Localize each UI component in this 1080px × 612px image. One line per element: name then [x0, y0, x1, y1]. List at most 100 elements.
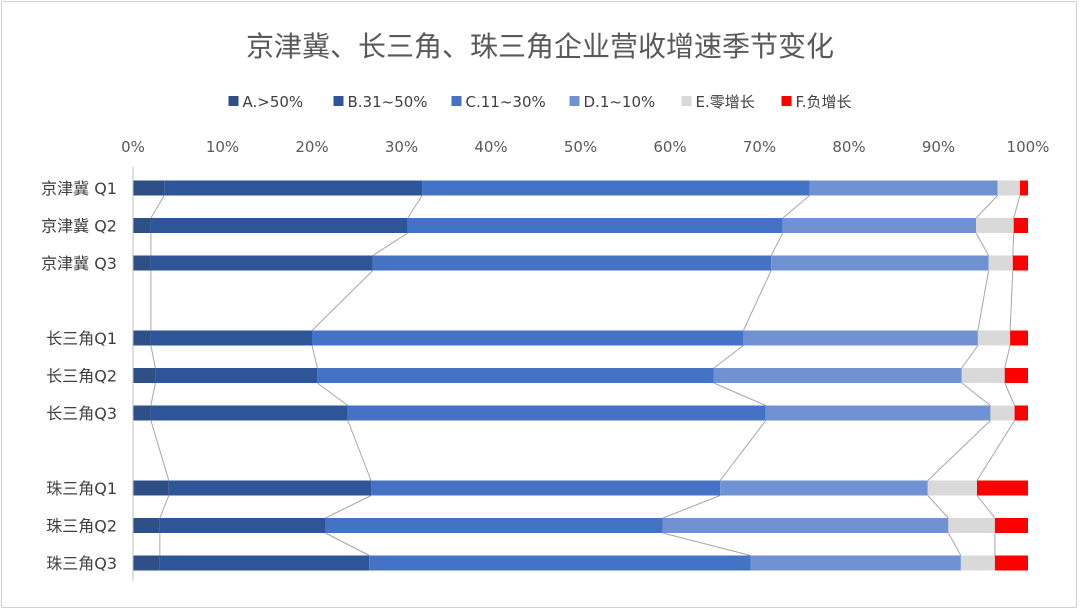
- bar-segment-2-5: [1012, 255, 1028, 271]
- category-label-0: 京津冀 Q1: [41, 179, 117, 198]
- legend-item-2: C.11~30%: [451, 93, 546, 111]
- series-line-1-1: [372, 232, 409, 256]
- bar-segment-6-1: [168, 480, 372, 496]
- legend-label-3: D.1~10%: [584, 93, 656, 111]
- series-line-4-2: [1009, 270, 1014, 331]
- legend-label-0: A.>50%: [243, 93, 304, 111]
- series-line-1-0: [407, 195, 423, 219]
- bar-segment-8-3: [750, 555, 961, 571]
- bar-segment-5-5: [1014, 405, 1028, 421]
- series-line-2-3: [713, 345, 744, 369]
- legend-item-5: F.负增长: [781, 93, 852, 111]
- category-label-6: 珠三角Q1: [46, 479, 117, 498]
- series-line-3-3: [961, 345, 979, 369]
- category-label-7: 珠三角Q2: [46, 517, 117, 536]
- series-line-3-6: [927, 495, 949, 519]
- series-connector-lines: [150, 195, 1021, 556]
- bar-segment-0-4: [997, 180, 1020, 196]
- series-line-4-3: [1004, 345, 1011, 369]
- series-line-2-4: [713, 382, 766, 406]
- category-label-3: 长三角Q1: [46, 329, 117, 348]
- category-label-1: 京津冀 Q2: [41, 217, 117, 236]
- bar-segment-0-5: [1019, 180, 1028, 196]
- bar-segment-3-0: [133, 330, 151, 346]
- category-labels: 京津冀 Q1 京津冀 Q2 京津冀 Q3 长三角Q1 长三角Q2 长三角Q3 珠三角Q1 珠三…: [41, 179, 117, 573]
- bar-segment-2-0: [133, 255, 151, 271]
- bar-segment-6-2: [371, 480, 721, 496]
- series-line-0-3: [150, 345, 156, 369]
- series-line-0-6: [159, 495, 170, 519]
- bar-segment-6-5: [976, 480, 1028, 496]
- legend-item-0: A.>50%: [228, 93, 304, 111]
- chart-title: 京津冀、长三角、珠三角企业营收增速季节变化: [246, 30, 834, 63]
- bar-segment-4-1: [155, 368, 318, 383]
- bar-segment-4-4: [961, 368, 1005, 383]
- bar-segment-5-1: [150, 405, 348, 421]
- bar-segment-4-5: [1004, 368, 1028, 383]
- series-line-1-2: [311, 270, 374, 331]
- bar-segment-3-1: [150, 330, 312, 346]
- legend-label-5: F.负增长: [796, 93, 852, 111]
- x-tick-label-2: 20%: [295, 138, 328, 156]
- series-line-1-5: [347, 420, 372, 481]
- bar-segment-0-0: [133, 180, 165, 196]
- bar-segment-6-4: [927, 480, 977, 496]
- legend-item-1: B.31~50%: [333, 93, 428, 111]
- bar-segment-1-5: [1013, 218, 1028, 233]
- bar-segment-2-2: [372, 255, 772, 271]
- legend-label-4: E.零增长: [696, 93, 755, 111]
- bar-segment-8-5: [994, 555, 1028, 571]
- series-line-1-3: [311, 345, 318, 369]
- legend-swatch-0: [228, 96, 239, 106]
- legend-swatch-4: [681, 96, 692, 106]
- series-line-0-5: [150, 420, 170, 481]
- bar-segment-5-0: [133, 405, 151, 421]
- bar-segment-4-2: [317, 368, 714, 383]
- bar-segment-7-5: [994, 518, 1028, 533]
- bar-segment-3-5: [1010, 330, 1028, 346]
- x-tick-label-7: 70%: [743, 138, 776, 156]
- series-line-0-4: [150, 382, 156, 406]
- bar-segment-7-4: [948, 518, 995, 533]
- bar-segment-1-4: [976, 218, 1014, 233]
- series-line-3-0: [975, 195, 998, 219]
- bar-segment-1-2: [407, 218, 783, 233]
- x-tick-label-10: 100%: [1007, 138, 1050, 156]
- legend-swatch-3: [569, 96, 580, 106]
- bar-segment-1-3: [782, 218, 977, 233]
- x-axis-tick-labels: 0% 10% 20% 30% 40% 50% 60% 70% 80% 90% 100%: [121, 138, 1049, 156]
- bar-segment-5-4: [990, 405, 1015, 421]
- legend-swatch-5: [781, 96, 792, 106]
- x-tick-label-8: 80%: [832, 138, 865, 156]
- series-line-4-1: [1012, 232, 1015, 256]
- bar-segment-8-2: [369, 555, 751, 571]
- series-line-2-1: [770, 232, 784, 256]
- series-line-2-0: [782, 195, 810, 219]
- series-line-3-2: [977, 270, 990, 331]
- series-line-0-0: [150, 195, 165, 219]
- legend-label-2: C.11~30%: [466, 93, 546, 111]
- bar-segment-3-2: [312, 330, 744, 346]
- bar-segment-0-3: [809, 180, 998, 196]
- bar-segment-4-0: [133, 368, 156, 383]
- series-line-3-7: [947, 532, 962, 556]
- x-tick-label-6: 60%: [653, 138, 686, 156]
- bars: [133, 180, 1028, 571]
- bar-segment-3-3: [743, 330, 978, 346]
- series-line-2-2: [742, 270, 772, 331]
- x-tick-label-9: 90%: [922, 138, 955, 156]
- bar-segment-8-1: [159, 555, 370, 571]
- category-label-8: 珠三角Q3: [46, 554, 117, 573]
- bar-segment-8-0: [133, 555, 160, 571]
- bar-segment-6-3: [720, 480, 928, 496]
- legend-swatch-1: [333, 96, 344, 106]
- legend-item-3: D.1~10%: [569, 93, 656, 111]
- bar-segment-0-2: [422, 180, 810, 196]
- bar-segment-0-1: [164, 180, 423, 196]
- bar-segment-3-4: [977, 330, 1011, 346]
- category-label-2: 京津冀 Q3: [41, 254, 117, 273]
- series-line-1-4: [317, 382, 349, 406]
- legend: A.>50% B.31~50% C.11~30% D.1~10% E.零增长 F.负增长: [228, 93, 852, 111]
